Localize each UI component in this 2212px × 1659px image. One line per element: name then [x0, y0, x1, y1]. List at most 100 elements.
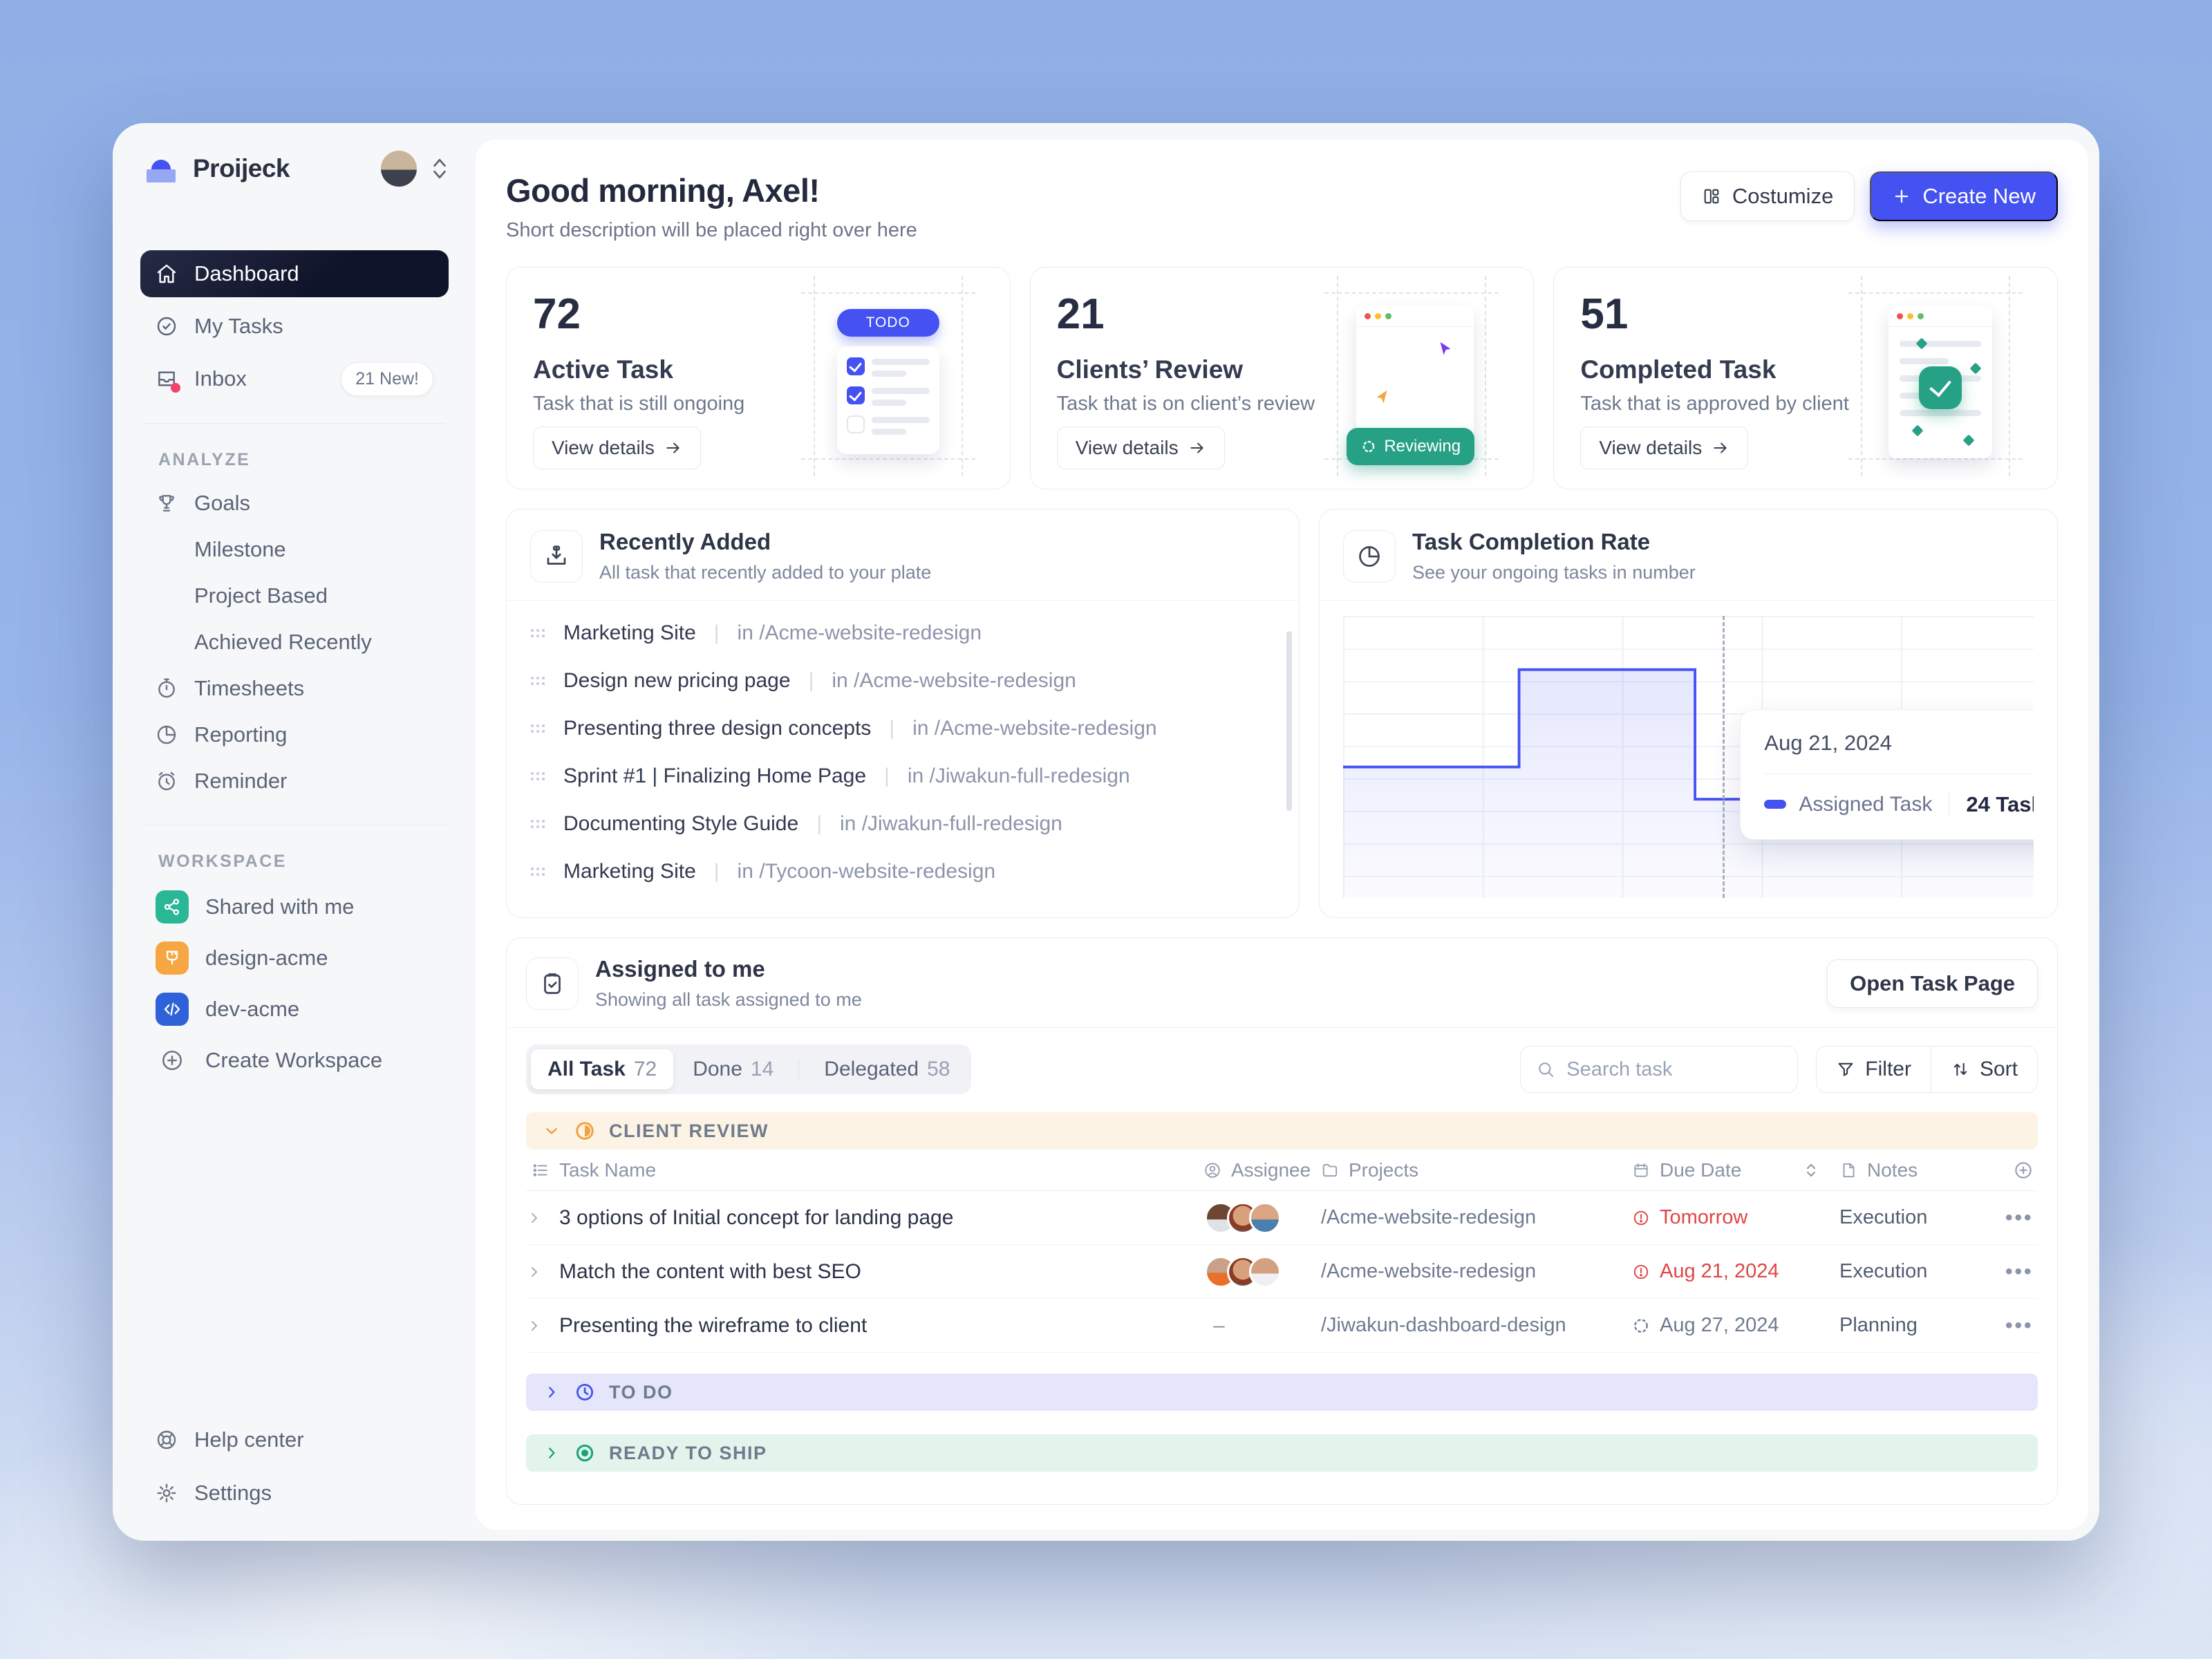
sidebar-item-help-center[interactable]: Help center	[140, 1416, 449, 1463]
group-header-client-review[interactable]: CLIENT REVIEW	[526, 1112, 2038, 1150]
list-item[interactable]: Design new pricing page | in /Acme-websi…	[530, 657, 1275, 704]
panel-title: Assigned to me	[595, 956, 765, 982]
stat-card-active-task: 72 Active Task Task that is still ongoin…	[506, 267, 1011, 489]
group-header-ready-to-ship[interactable]: READY TO SHIP	[526, 1434, 2038, 1472]
list-item[interactable]: Marketing Site | in /Tycoon-website-rede…	[530, 847, 1275, 895]
drag-handle-icon[interactable]	[530, 819, 545, 829]
sidebar-item-reporting[interactable]: Reporting	[140, 711, 449, 758]
tab-all-task[interactable]: All Task 72	[531, 1049, 674, 1089]
search-field[interactable]	[1520, 1046, 1799, 1093]
scrollbar[interactable]	[1286, 631, 1292, 811]
create-new-button[interactable]: Create New	[1870, 171, 2058, 221]
sidebar-item-dev-acme[interactable]: dev-acme	[140, 984, 449, 1035]
chevron-right-icon[interactable]	[526, 1264, 543, 1280]
inbox-unread-dot	[171, 383, 180, 393]
drag-handle-icon[interactable]	[530, 724, 545, 733]
tooltip-value: 24 Tasks	[1966, 791, 2034, 816]
tray-download-icon	[530, 529, 583, 583]
task-project: in /Jiwakun-full-redesign	[907, 764, 1130, 787]
search-input[interactable]	[1566, 1058, 1783, 1081]
row-menu-icon[interactable]: •••	[2005, 1206, 2034, 1229]
list-item[interactable]: Documenting Style Guide | in /Jiwakun-fu…	[530, 800, 1275, 847]
chevron-right-icon[interactable]	[526, 1318, 543, 1334]
chevron-right-icon[interactable]	[543, 1444, 561, 1462]
reviewing-badge: Reviewing	[1347, 428, 1475, 465]
panel-title: Recently Added	[599, 529, 771, 554]
page-title: Good morning, Axel!	[506, 172, 820, 209]
drag-handle-icon[interactable]	[530, 771, 545, 781]
column-label[interactable]: Projects	[1349, 1159, 1419, 1181]
chevron-right-icon[interactable]	[526, 1210, 543, 1226]
table-row[interactable]: Match the content with best SEO /Acme-we…	[526, 1245, 2038, 1299]
analyze-section-label: ANALYZE	[158, 450, 251, 469]
list-item[interactable]: Marketing Site | in /Acme-website-redesi…	[530, 609, 1275, 657]
group-header-todo[interactable]: TO DO	[526, 1374, 2038, 1411]
view-details-button[interactable]: View details	[533, 427, 701, 469]
sidebar-item-my-tasks[interactable]: My Tasks	[140, 303, 449, 350]
drag-handle-icon[interactable]	[530, 676, 545, 686]
user-avatar[interactable]	[381, 151, 417, 187]
tooltip-series: Assigned Task	[1799, 792, 1933, 816]
sidebar-item-label: Project Based	[194, 583, 328, 608]
column-label[interactable]: Notes	[1867, 1159, 1918, 1181]
completion-chart[interactable]: Aug 21, 2024 Assigned Task 24 Tasks	[1343, 616, 2034, 898]
filter-button[interactable]: Filter	[1817, 1047, 1931, 1092]
chart-tooltip: Aug 21, 2024 Assigned Task 24 Tasks	[1740, 709, 2034, 840]
column-sort-icon[interactable]	[1803, 1161, 1819, 1179]
open-task-page-button[interactable]: Open Task Page	[1827, 959, 2038, 1008]
sidebar-item-reminder[interactable]: Reminder	[140, 758, 449, 804]
task-project: /Jiwakun-dashboard-design	[1321, 1314, 1566, 1336]
add-column-icon[interactable]	[2013, 1160, 2034, 1181]
row-menu-icon[interactable]: •••	[2005, 1313, 2034, 1337]
code-icon	[156, 993, 189, 1026]
sidebar-item-milestone[interactable]: Milestone	[140, 526, 449, 572]
sort-arrows-icon	[1951, 1060, 1970, 1079]
tab-delegated[interactable]: Delegated 58	[807, 1049, 966, 1089]
sidebar-item-create-workspace[interactable]: Create Workspace	[140, 1035, 449, 1086]
customize-button[interactable]: Costumize	[1680, 171, 1855, 221]
view-details-button[interactable]: View details	[1580, 427, 1749, 469]
table-row[interactable]: 3 options of Initial concept for landing…	[526, 1191, 2038, 1245]
sidebar-item-label: Goals	[194, 490, 250, 515]
table-row[interactable]: Presenting the wireframe to client – /Ji…	[526, 1299, 2038, 1353]
list-item[interactable]: Presenting three design concepts | in /A…	[530, 704, 1275, 752]
account-switcher-icon[interactable]	[431, 157, 449, 180]
sidebar-item-inbox[interactable]: Inbox 21 New!	[140, 355, 449, 402]
sidebar-item-label: Dashboard	[194, 261, 299, 285]
gear-icon	[156, 1482, 178, 1504]
sidebar-item-settings[interactable]: Settings	[140, 1470, 449, 1516]
list-item[interactable]: Sprint #1 | Finalizing Home Page | in /J…	[530, 752, 1275, 800]
assignee-avatars	[1203, 1201, 1321, 1234]
column-label[interactable]: Task Name	[559, 1159, 657, 1181]
column-label[interactable]: Assignee	[1231, 1159, 1311, 1181]
customize-label: Costumize	[1732, 184, 1834, 208]
page-subtitle: Short description will be placed right o…	[506, 219, 917, 241]
sidebar-item-design-acme[interactable]: design-acme	[140, 932, 449, 984]
view-details-label: View details	[1599, 437, 1703, 458]
sidebar-item-goals[interactable]: Goals	[140, 480, 449, 526]
tab-done[interactable]: Done 14	[676, 1049, 790, 1089]
sidebar-item-achieved-recently[interactable]: Achieved Recently	[140, 619, 449, 665]
calendar-icon	[1632, 1161, 1650, 1179]
column-label[interactable]: Due Date	[1660, 1159, 1742, 1181]
view-details-button[interactable]: View details	[1056, 427, 1225, 469]
drag-handle-icon[interactable]	[530, 628, 545, 638]
sidebar: Proijeck Dashboard My Tasks	[113, 123, 474, 1541]
chevron-down-icon[interactable]	[543, 1122, 561, 1140]
tab-count: 58	[927, 1058, 950, 1080]
sort-button[interactable]: Sort	[1931, 1047, 2037, 1092]
chevron-right-icon[interactable]	[543, 1383, 561, 1401]
assignee-empty: –	[1213, 1313, 1225, 1337]
list-icon	[532, 1161, 550, 1179]
sidebar-item-project-based[interactable]: Project Based	[140, 572, 449, 619]
sidebar-item-timesheets[interactable]: Timesheets	[140, 665, 449, 711]
row-menu-icon[interactable]: •••	[2005, 1259, 2034, 1283]
check-circle-icon	[156, 315, 178, 337]
sidebar-item-dashboard[interactable]: Dashboard	[140, 250, 449, 297]
task-project: in /Acme-website-redesign	[912, 716, 1157, 740]
stat-card-completed-task: 51 Completed Task Task that is approved …	[1553, 267, 2059, 489]
sidebar-item-shared-with-me[interactable]: Shared with me	[140, 881, 449, 932]
tab-label: Done	[693, 1058, 742, 1080]
drag-handle-icon[interactable]	[530, 867, 545, 877]
recently-added-panel: Recently Added All task that recently ad…	[506, 509, 1300, 918]
